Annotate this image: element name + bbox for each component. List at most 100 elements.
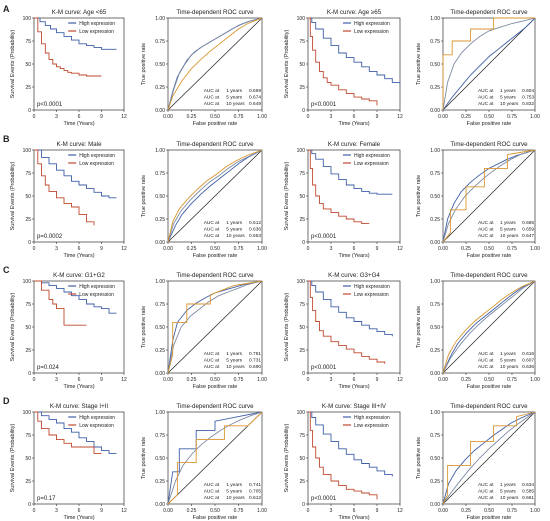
- y-tick-label: 0.25: [155, 85, 165, 91]
- panel-title: K-M curve: Age ≥65: [327, 9, 382, 16]
- auc-value: 0.616: [522, 351, 534, 357]
- y-tick-label: 25: [299, 85, 305, 91]
- auc-label: AUC at: [204, 88, 220, 94]
- x-tick-label: 3: [55, 114, 58, 120]
- x-tick-label: 3: [330, 377, 333, 383]
- auc-label: AUC at: [204, 227, 220, 233]
- x-tick-label: 0.25: [187, 114, 197, 120]
- legend-label-low: Low expression: [354, 29, 389, 35]
- roc-curve-1: [167, 149, 263, 243]
- auc-value: 0.636: [249, 227, 261, 233]
- x-tick-label: 0: [307, 377, 310, 383]
- x-tick-label: 0.50: [484, 114, 494, 120]
- x-tick-label: 0.00: [163, 114, 173, 120]
- x-axis-label: Time (Years): [63, 253, 94, 259]
- roc-panel-16: Time-dependent ROC curve 0.00 0.25 0.50 0.75…: [416, 403, 540, 521]
- km-curve-high: [308, 411, 393, 477]
- auc-years: 1 years: [226, 482, 242, 488]
- x-tick-label: 3: [55, 508, 58, 514]
- auc-value: 0.731: [249, 358, 261, 364]
- x-tick-label: 0.25: [461, 508, 471, 514]
- legend-label-high: High expression: [79, 415, 115, 421]
- y-tick-label: 1.00: [155, 148, 165, 154]
- y-tick-label: 0.00: [430, 240, 440, 246]
- x-tick-label: 0.25: [187, 508, 197, 514]
- x-tick-label: 0: [33, 114, 36, 120]
- y-tick-label: 50: [299, 194, 305, 200]
- legend-label-high: High expression: [354, 415, 390, 421]
- roc-curve-1: [442, 17, 536, 111]
- km-curve-high: [308, 17, 401, 85]
- y-tick-label: 25: [25, 479, 31, 485]
- auc-value: 0.659: [249, 88, 261, 94]
- x-tick-label: 1.00: [530, 246, 540, 252]
- y-tick-label: 1.00: [430, 279, 440, 285]
- auc-label: AUC at: [204, 358, 220, 364]
- y-axis-label: True positive rate: [416, 175, 422, 217]
- y-tick-label: 50: [25, 194, 31, 200]
- y-tick-label: 0.75: [430, 302, 440, 308]
- auc-label: AUC at: [478, 95, 494, 101]
- y-tick-label: 75: [299, 171, 305, 177]
- y-tick-label: 0.75: [430, 433, 440, 439]
- y-tick-label: 0.50: [155, 456, 165, 462]
- auc-label: AUC at: [204, 95, 220, 101]
- auc-years: 10 years: [500, 364, 519, 370]
- auc-value: 0.659: [522, 227, 534, 233]
- auc-years: 10 years: [226, 495, 245, 501]
- auc-label: AUC at: [204, 364, 220, 370]
- reference-diagonal: [167, 149, 263, 243]
- y-axis-label: Survival Events (Probability): [10, 423, 16, 492]
- y-tick-label: 0.25: [155, 217, 165, 223]
- reference-diagonal: [442, 17, 536, 111]
- y-tick-label: 0.00: [155, 240, 165, 246]
- reference-diagonal: [167, 411, 263, 505]
- reference-diagonal: [167, 280, 263, 374]
- p-value-label: p<0.0001: [37, 102, 63, 108]
- x-tick-label: 9: [100, 114, 103, 120]
- auc-label: AUC at: [204, 489, 220, 495]
- auc-label: AUC at: [478, 482, 494, 488]
- panel-title: Time-dependent ROC curve: [176, 141, 254, 148]
- auc-label: AUC at: [478, 364, 494, 370]
- auc-value: 0.781: [249, 351, 261, 357]
- auc-years: 5 years: [226, 227, 242, 233]
- y-tick-label: 100: [23, 410, 32, 416]
- auc-value: 0.612: [249, 495, 261, 501]
- roc-curve-3: [442, 149, 536, 243]
- panel-title: K-M curve: Stage I+II: [50, 403, 109, 410]
- y-axis-label: True positive rate: [416, 306, 422, 348]
- x-axis-label: False positive rate: [193, 121, 238, 127]
- km-curve-low: [308, 411, 378, 500]
- x-tick-label: 0: [307, 114, 310, 120]
- legend-label-high: High expression: [79, 284, 115, 290]
- y-tick-label: 0.00: [155, 108, 165, 114]
- roc-curve-2: [167, 411, 263, 505]
- x-axis-label: Time (Years): [63, 515, 94, 521]
- row-label-A: A: [3, 4, 10, 14]
- y-tick-label: 75: [299, 302, 305, 308]
- x-axis-label: False positive rate: [193, 515, 238, 521]
- y-tick-label: 0: [28, 108, 31, 114]
- p-value-label: p=0.17: [37, 496, 56, 502]
- auc-years: 1 years: [500, 88, 516, 94]
- auc-value: 0.653: [249, 233, 261, 239]
- auc-years: 10 years: [500, 233, 519, 239]
- x-tick-label: 0: [33, 246, 36, 252]
- x-tick-label: 1.00: [257, 377, 267, 383]
- x-tick-label: 3: [330, 246, 333, 252]
- auc-label: AUC at: [204, 351, 220, 357]
- x-tick-label: 9: [100, 246, 103, 252]
- y-axis-label: Survival Events (Probability): [284, 161, 290, 230]
- y-axis-label: Survival Events (Probability): [10, 29, 16, 98]
- panel-title: Time-dependent ROC curve: [176, 9, 254, 16]
- km-panel-9: K-M curve: G1+G2 0 3 6 9 12 0 25 50 75 100 Time (Ye…: [10, 272, 127, 390]
- x-tick-label: 0.50: [210, 246, 220, 252]
- x-tick-label: 0.75: [234, 508, 244, 514]
- y-axis-label: True positive rate: [141, 175, 147, 217]
- x-tick-label: 0.25: [187, 377, 197, 383]
- p-value-label: p<0.0001: [311, 102, 337, 108]
- x-tick-label: 3: [330, 114, 333, 120]
- x-tick-label: 12: [397, 246, 403, 252]
- legend-label-low: Low expression: [79, 161, 114, 167]
